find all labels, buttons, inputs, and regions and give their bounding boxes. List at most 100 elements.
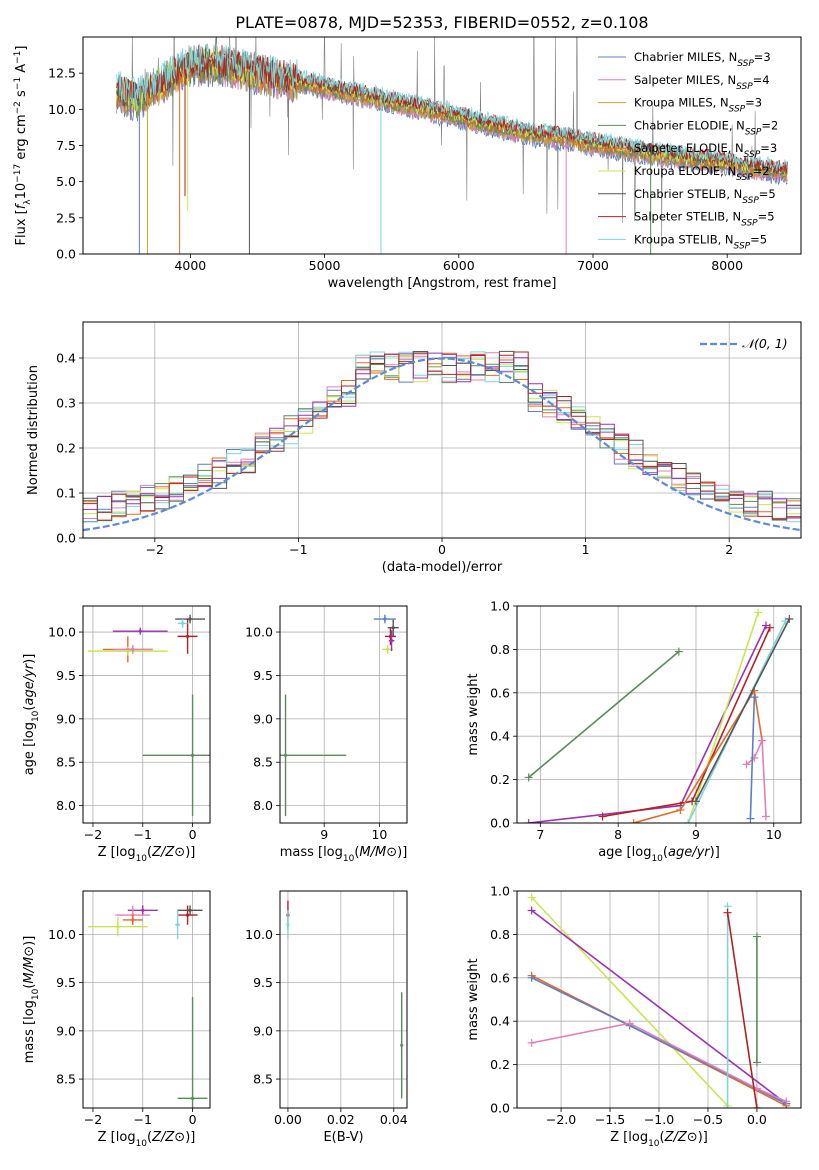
y-tick-label: 9.5	[253, 975, 273, 990]
y-tick-label: 8.0	[253, 798, 273, 813]
legend-entry-5: Salpeter ELODIE, NSSP=3	[634, 141, 777, 160]
x-tick-label: 5000	[309, 258, 341, 273]
label-part: )]	[22, 654, 37, 664]
weight-line-3	[687, 612, 759, 823]
weight-marker	[629, 819, 638, 823]
label-part: SSP	[745, 127, 762, 137]
x-tick-label: 0.02	[327, 1112, 355, 1127]
x-tick-label: −1.0	[644, 1112, 674, 1127]
y-tick-label: 0.4	[490, 729, 510, 744]
plot-area	[280, 614, 399, 817]
axes-frame	[82, 36, 802, 255]
y-tick-label: 0.2	[56, 441, 76, 456]
y-tick-label: 0.8	[490, 927, 510, 942]
axes-frame	[82, 605, 211, 824]
label-part: E(B-V)	[323, 1130, 363, 1145]
label-part: 10	[343, 854, 355, 864]
weight-line-9	[695, 618, 791, 802]
label-part: age/yr	[22, 662, 37, 705]
y-tick-label: 10.0	[48, 625, 76, 640]
label-part: −2	[13, 101, 23, 114]
legend-entry-7: Chabrier STELIB, NSSP=5	[634, 187, 776, 206]
x-axis-label: mass [log10(M/M⊙)]	[280, 845, 408, 864]
y-tick-label: 10.0	[245, 625, 273, 640]
x-axis-label: (data-model)/error	[382, 560, 503, 575]
x-tick-label: 10	[371, 827, 387, 842]
plot-area	[87, 614, 210, 817]
y-tick-label: 0.6	[490, 685, 510, 700]
weight-marker	[746, 814, 755, 823]
data-point	[185, 634, 190, 638]
label-part: mass weight	[466, 958, 481, 1040]
weight-marker	[527, 906, 536, 915]
x-tick-label: 0	[438, 542, 446, 557]
label-part: =2	[761, 118, 778, 132]
label-part: Normed distribution	[26, 365, 41, 495]
y-tick-label: 0.1	[56, 486, 76, 501]
x-tick-label: 7	[536, 827, 544, 842]
label-part: Z/Z⊙	[151, 1130, 185, 1145]
x-tick-label: −1.5	[595, 1112, 625, 1127]
label-part: SSP	[744, 150, 761, 160]
label-part: (	[22, 984, 37, 989]
label-part: =3	[745, 96, 762, 110]
data-point	[383, 617, 387, 621]
axes-frame	[82, 321, 802, 539]
x-tick-label: 4000	[174, 258, 206, 273]
data-point	[286, 923, 290, 927]
x-tick-label: −0.5	[693, 1112, 723, 1127]
y-tick-label: 10.0	[48, 927, 76, 942]
data-point	[188, 908, 192, 912]
y-tick-label: 0.8	[490, 642, 510, 657]
label-part: −17	[13, 164, 23, 183]
data-point	[190, 753, 195, 757]
weight-line-6	[745, 740, 767, 817]
y-tick-label: 8.5	[56, 1072, 76, 1087]
label-part: SSP	[741, 219, 758, 229]
x-tick-label: −2.0	[546, 1112, 576, 1127]
label-part: =5	[750, 232, 767, 246]
panel-1: 4000 5000 6000 7000 8000 0.0 2.5 5.0 7.5 10.0 12.5…	[13, 36, 802, 291]
weight-line-1	[531, 896, 729, 1107]
y-tick-label: 8.5	[253, 755, 273, 770]
x-tick-label: −1	[134, 1112, 152, 1127]
weight-marker	[752, 1058, 761, 1067]
label-part: Kroupa MILES, N	[634, 96, 729, 110]
label-part: )]	[698, 1130, 708, 1145]
spectrum-title: PLATE=0878, MJD=52353, FIBERID=0552, z=0…	[235, 13, 648, 32]
y-tick-label: 0.4	[56, 351, 76, 366]
panel-6: −2 −1 08.59.09.510.0Z [log10(Z/Z⊙)]mass [l…	[22, 890, 211, 1149]
x-axis-label: age [log10(age/yr)]	[598, 845, 720, 864]
label-part: 10	[648, 1139, 660, 1149]
data-point	[190, 1096, 195, 1100]
label-part: )]	[710, 845, 720, 860]
data-point	[116, 925, 120, 929]
label-part: (	[354, 845, 359, 860]
panel-8: −2.0 −1.5 −1.0 −0.5 0.0 0.0 0.2 0.4 0.6 0.8 1.0 Z […	[466, 884, 802, 1149]
label-part: f	[14, 202, 29, 209]
x-tick-label: 7000	[577, 258, 609, 273]
data-point	[283, 753, 288, 757]
label-part: Salpeter ELODIE, N	[634, 141, 744, 155]
weight-line-1	[528, 650, 680, 779]
x-tick-label: 9	[320, 827, 328, 842]
x-tick-label: 0.04	[380, 1112, 408, 1127]
y-tick-label: 0.2	[490, 1057, 510, 1072]
label-part: Z [log	[98, 845, 136, 860]
y-tick-label: 9.0	[56, 1023, 76, 1038]
x-axis-label: Z [log10(Z/Z⊙)]	[98, 1130, 196, 1149]
x-tick-label: −2	[146, 542, 164, 557]
plot-area	[83, 350, 801, 532]
x-axis-label: Z [log10(Z/Z⊙)]	[98, 845, 196, 864]
y-axis-label: mass [log10(M/M⊙)]	[22, 936, 41, 1064]
label-part: (	[663, 845, 668, 860]
legend-entry-gaussian: 𝒩(0, 1)	[742, 336, 788, 351]
label-part: =3	[760, 141, 777, 155]
label-part: −1	[13, 51, 23, 64]
x-tick-label: 0	[189, 1112, 197, 1127]
y-axis-label: Normed distribution	[26, 365, 41, 495]
weight-line-2	[531, 909, 787, 1105]
label-part: A	[14, 64, 29, 77]
